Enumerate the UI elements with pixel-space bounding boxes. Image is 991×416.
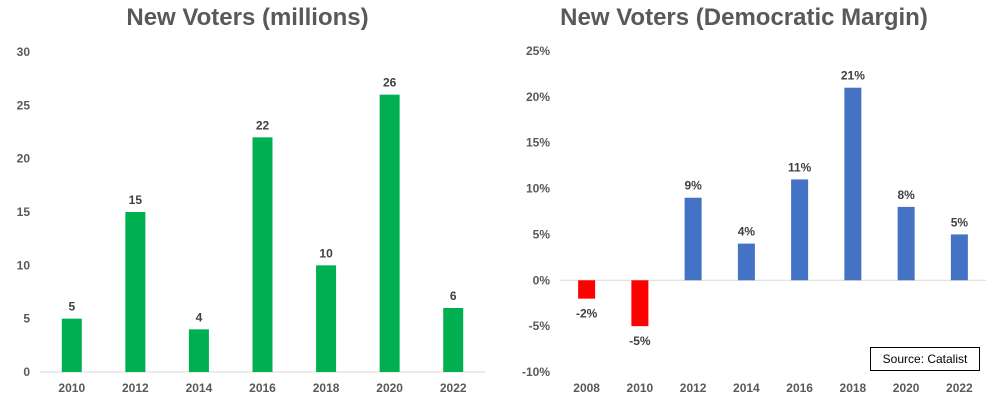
y-tick-label: 30 [17, 45, 31, 59]
y-tick-label: 0% [533, 273, 551, 287]
bar [737, 243, 755, 281]
x-tick-label: 2018 [840, 381, 867, 395]
data-label: 26 [383, 76, 397, 90]
data-label: 10 [319, 246, 333, 260]
y-tick-label: 25 [17, 98, 31, 112]
y-tick-label: 15 [17, 205, 31, 219]
y-tick-label: 25% [526, 44, 550, 58]
bar [631, 280, 649, 327]
bar [443, 308, 464, 372]
x-tick-label: 2012 [680, 381, 707, 395]
data-label: 4% [738, 225, 756, 239]
bar [316, 265, 337, 372]
y-tick-label: 5% [533, 227, 551, 241]
data-label: 21% [841, 69, 865, 83]
x-tick-label: 2014 [186, 381, 213, 395]
y-tick-label: 20 [17, 152, 31, 166]
data-label: 22 [256, 118, 270, 132]
data-label: -5% [629, 334, 651, 348]
y-tick-label: 15% [526, 136, 550, 150]
bar [578, 280, 596, 299]
y-tick-label: -10% [522, 365, 550, 379]
chart-title: New Voters (millions) [126, 4, 369, 31]
x-tick-label: 2018 [313, 381, 340, 395]
bar [791, 179, 809, 281]
bar [897, 206, 915, 281]
new-voters-democratic-margin-chart: New Voters (Democratic Margin) -10% -5% 0%… [497, 0, 991, 416]
bar [252, 137, 273, 372]
x-tick-label: 2022 [440, 381, 467, 395]
new-voters-millions-chart: New Voters (millions) 0 5 10 15 20 25 30 5 2010 1… [0, 0, 495, 416]
bar [950, 234, 968, 281]
source-note: Source: Catalist [870, 347, 980, 371]
x-tick-label: 2022 [946, 381, 973, 395]
bar [61, 318, 82, 372]
chart-plot-area: 0 5 10 15 20 25 30 5 2010 15 2012 4 2014 22 2016 10 2018… [17, 45, 485, 395]
y-tick-label: -5% [529, 319, 551, 333]
data-label: 5 [68, 300, 75, 314]
x-tick-label: 2020 [376, 381, 403, 395]
x-tick-label: 2010 [627, 381, 654, 395]
x-tick-label: 2010 [58, 381, 85, 395]
x-tick-label: 2014 [733, 381, 760, 395]
data-label: 5% [951, 215, 969, 229]
data-label: 9% [684, 179, 702, 193]
data-label: 8% [897, 188, 915, 202]
y-tick-label: 10 [17, 258, 31, 272]
y-tick-label: 20% [526, 90, 550, 104]
x-tick-label: 2016 [786, 381, 813, 395]
data-label: 4 [196, 310, 203, 324]
y-tick-label: 10% [526, 182, 550, 196]
data-label: 15 [129, 193, 143, 207]
data-label: -2% [576, 307, 598, 321]
bar [684, 197, 702, 281]
bar [188, 329, 209, 372]
x-tick-label: 2020 [893, 381, 920, 395]
data-label: 11% [788, 160, 812, 174]
chart-title: New Voters (Democratic Margin) [560, 4, 928, 31]
y-tick-label: 0 [23, 365, 30, 379]
bar [379, 94, 400, 373]
x-tick-label: 2012 [122, 381, 149, 395]
bar [125, 212, 146, 372]
data-label: 6 [450, 289, 457, 303]
chart-plot-area: -10% -5% 0% 5% 10% 15% 20% 25% -2% 2008 -5% 2010 9% 2… [522, 44, 986, 395]
y-tick-label: 5 [23, 312, 30, 326]
x-tick-label: 2016 [249, 381, 276, 395]
bar [844, 87, 862, 281]
x-tick-label: 2008 [573, 381, 600, 395]
